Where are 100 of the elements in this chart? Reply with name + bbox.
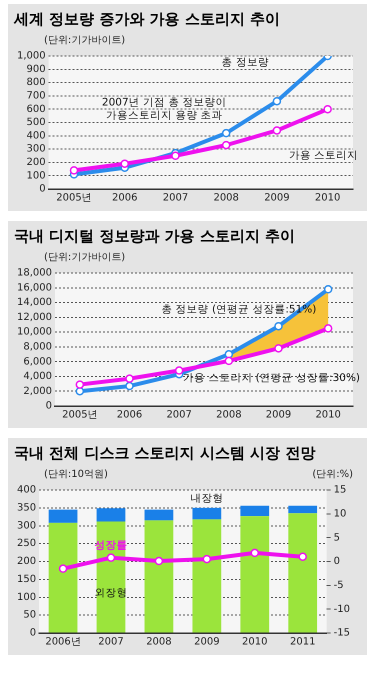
y-tick-label: 2,000 (23, 386, 52, 397)
x-tick-label: 2009 (194, 636, 220, 648)
point (106, 553, 116, 562)
bar (96, 508, 126, 522)
point (274, 322, 283, 330)
point (272, 126, 282, 135)
x-tick-label: 2010 (242, 636, 268, 648)
y-axis-title: (단위:기가바이트) (44, 251, 126, 264)
x-tick-label: 2005년 (56, 192, 92, 204)
point (125, 374, 134, 383)
chart-title: 국내 디지털 정보량과 가용 스토리지 추이 (14, 227, 296, 246)
point (171, 152, 180, 160)
annotation: 2007년 기점 총 정보량이 가용스토리지 용량 초과 (102, 96, 227, 122)
y-axis-title: (단위:기가바이트) (44, 34, 126, 47)
bar (48, 522, 78, 632)
y-tick-label: 900 (26, 64, 46, 75)
x-tick-label: 2007 (98, 636, 124, 648)
x-tick-label: 2006년 (45, 636, 81, 648)
x-tick-label: 2010 (314, 192, 340, 204)
point (250, 548, 260, 558)
x-tick-label: 2008 (213, 192, 239, 204)
x-tick-label: 2008 (216, 410, 242, 421)
y-tick-label: 0 (46, 400, 52, 412)
y2-tick-label: 15 (334, 484, 346, 496)
y-tick-label: 12,000 (16, 312, 52, 323)
y2-axis-title: (단위:%) (312, 468, 353, 481)
point (323, 104, 332, 114)
y2-tick-label: -15 (334, 628, 350, 639)
x-tick-label: 2006 (112, 192, 138, 204)
y-tick-label: 14,000 (16, 297, 52, 308)
point (298, 552, 307, 561)
point (70, 166, 78, 175)
point (224, 356, 234, 366)
y2-tick-label: -5 (334, 580, 344, 591)
point (324, 285, 332, 294)
x-tick-label: 2009 (266, 410, 292, 421)
bar (240, 516, 270, 632)
bar (288, 506, 318, 514)
point (154, 556, 164, 566)
y-tick-label: 100 (16, 592, 36, 603)
y-tick-label: 0 (30, 628, 36, 639)
bar (96, 521, 126, 632)
x-tick-label: 2007 (162, 192, 188, 204)
series-label: 가용 스토리지 (288, 149, 358, 162)
y-tick-label: 700 (26, 90, 46, 102)
y-tick-label: 50 (23, 610, 36, 621)
x-tick-label: 2009 (264, 192, 290, 204)
point (222, 128, 230, 138)
y-tick-label: 350 (16, 502, 36, 514)
y-tick-label: 200 (26, 156, 46, 168)
y-tick-label: 4,000 (23, 371, 52, 382)
y-tick-label: 10,000 (16, 326, 52, 338)
point (125, 382, 134, 390)
chart-title: 세계 정보량 증가와 가용 스토리지 추이 (14, 10, 282, 29)
y-tick-label: 600 (26, 104, 46, 115)
bar (144, 520, 174, 632)
x-tick-label: 2006 (116, 410, 142, 421)
y-tick-label: 150 (16, 574, 36, 585)
point (76, 386, 84, 396)
x-tick-label: 2011 (290, 636, 316, 648)
bar (288, 513, 318, 632)
bar (48, 510, 78, 523)
text: 총 정보량 (222, 56, 269, 68)
bar (192, 508, 222, 520)
y-tick-label: 16,000 (16, 282, 52, 294)
point (272, 96, 282, 106)
bar (144, 510, 174, 520)
x-tick-label: 2010 (315, 410, 341, 421)
x-tick-label: 2007 (166, 410, 192, 421)
y2-tick-label: 10 (334, 508, 346, 520)
bar (240, 506, 270, 516)
y-tick-label: 400 (26, 130, 46, 142)
y-tick-label: 300 (26, 144, 46, 155)
y2-tick-label: -10 (334, 604, 350, 615)
y2-tick-label: 5 (334, 532, 340, 544)
point (76, 380, 84, 389)
y-tick-label: 400 (16, 484, 36, 496)
point (58, 564, 68, 573)
point (202, 554, 212, 564)
y2-tick-label: 0 (334, 556, 340, 568)
x-tick-label: 2008 (146, 636, 172, 648)
y-tick-label: 500 (26, 117, 46, 128)
point (120, 159, 129, 168)
point (174, 366, 184, 375)
y-tick-label: 8,000 (23, 341, 52, 352)
y-tick-label: 800 (26, 77, 46, 88)
x-tick-label: 2005년 (62, 410, 98, 421)
point (274, 344, 283, 353)
y-tick-label: 6,000 (23, 356, 52, 368)
point (324, 324, 332, 333)
y-tick-label: 300 (16, 520, 36, 532)
chart-title: 국내 전체 디스크 스토리지 시스템 시장 전망 (14, 444, 316, 463)
y-axis-title: (단위:10억원) (44, 468, 108, 481)
y-tick-label: 250 (16, 538, 36, 550)
series-label: 내장형 (190, 492, 224, 505)
y-tick-label: 0 (39, 184, 46, 195)
y-tick-label: 1,000 (16, 50, 46, 62)
point (222, 140, 230, 150)
y-tick-label: 18,000 (16, 268, 52, 279)
bar (192, 519, 222, 632)
